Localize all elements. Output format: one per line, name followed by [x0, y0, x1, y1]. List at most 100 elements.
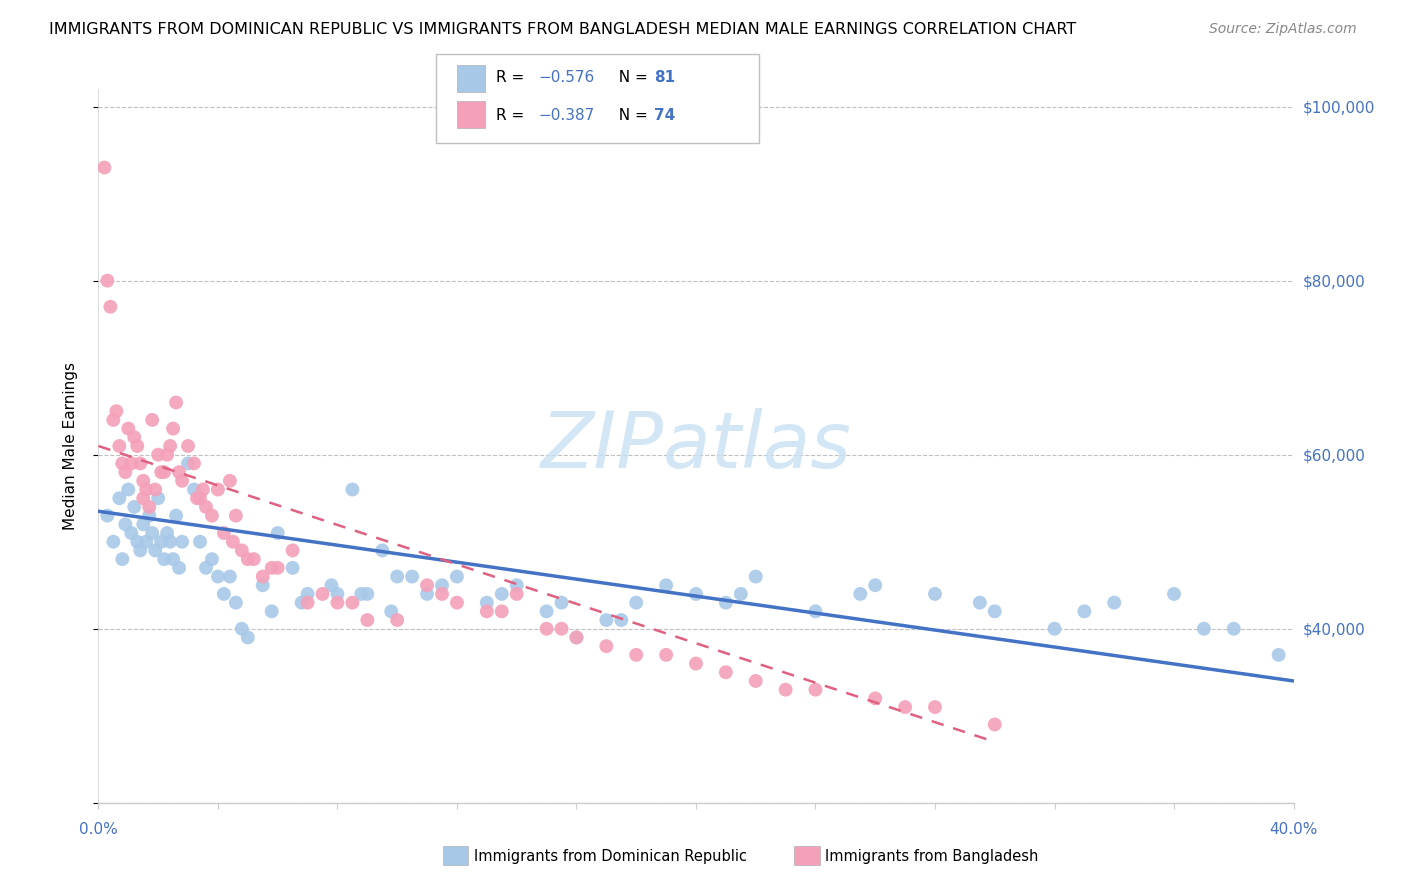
Point — [430, 587, 453, 601]
Point — [207, 483, 229, 497]
Point — [103, 413, 125, 427]
Point — [177, 439, 200, 453]
Point — [219, 569, 242, 583]
Point — [655, 578, 678, 592]
Point — [191, 483, 214, 497]
Point — [231, 543, 253, 558]
Text: 74: 74 — [654, 108, 675, 122]
Point — [236, 631, 259, 645]
Point — [491, 604, 513, 618]
Text: −0.387: −0.387 — [538, 108, 595, 122]
Point — [141, 526, 163, 541]
Text: N =: N = — [609, 108, 652, 122]
Point — [626, 596, 648, 610]
Point — [159, 439, 181, 453]
Point — [281, 561, 304, 575]
Point — [105, 404, 128, 418]
Point — [356, 613, 378, 627]
Point — [212, 587, 235, 601]
Point — [326, 596, 349, 610]
Point — [195, 561, 218, 575]
Point — [685, 657, 707, 671]
Point — [446, 569, 468, 583]
Point — [626, 648, 648, 662]
Text: −0.576: −0.576 — [538, 70, 595, 85]
Point — [162, 421, 184, 435]
Point — [124, 500, 146, 514]
Point — [475, 604, 498, 618]
Text: R =: R = — [496, 70, 530, 85]
Point — [252, 569, 274, 583]
Text: Immigrants from Bangladesh: Immigrants from Bangladesh — [825, 849, 1039, 863]
Text: 0.0%: 0.0% — [79, 822, 118, 837]
Point — [655, 648, 678, 662]
Point — [281, 543, 304, 558]
Point — [730, 587, 752, 601]
Point — [714, 596, 737, 610]
Point — [565, 631, 588, 645]
Point — [153, 552, 176, 566]
Point — [745, 673, 768, 688]
Point — [111, 552, 134, 566]
Point — [159, 534, 181, 549]
Point — [1163, 587, 1185, 601]
Point — [775, 682, 797, 697]
Point — [595, 639, 617, 653]
Point — [114, 465, 136, 479]
Point — [148, 448, 170, 462]
Point — [714, 665, 737, 680]
Point — [120, 457, 142, 471]
Point — [252, 578, 274, 592]
Point — [311, 587, 333, 601]
Point — [231, 622, 253, 636]
Point — [385, 613, 409, 627]
Point — [148, 491, 170, 506]
Point — [135, 534, 157, 549]
Point — [350, 587, 373, 601]
Point — [380, 604, 402, 618]
Point — [96, 274, 118, 288]
Point — [924, 700, 946, 714]
Point — [219, 474, 242, 488]
Point — [132, 517, 155, 532]
Point — [297, 587, 319, 601]
Point — [894, 700, 917, 714]
Y-axis label: Median Male Earnings: Median Male Earnings — [63, 362, 77, 530]
Point — [267, 561, 290, 575]
Text: 81: 81 — [654, 70, 675, 85]
Point — [297, 596, 319, 610]
Point — [1104, 596, 1126, 610]
Text: Immigrants from Dominican Republic: Immigrants from Dominican Republic — [474, 849, 747, 863]
Point — [446, 596, 468, 610]
Point — [326, 587, 349, 601]
Point — [195, 500, 218, 514]
Point — [236, 552, 259, 566]
Point — [138, 508, 160, 523]
Point — [416, 578, 439, 592]
Point — [207, 569, 229, 583]
Point — [156, 526, 179, 541]
Point — [201, 508, 224, 523]
Point — [93, 161, 115, 175]
Point — [1223, 622, 1246, 636]
Point — [865, 578, 887, 592]
Point — [595, 613, 617, 627]
Point — [321, 578, 343, 592]
Point — [804, 682, 827, 697]
Point — [222, 534, 245, 549]
Point — [1192, 622, 1215, 636]
Point — [371, 543, 394, 558]
Point — [165, 395, 187, 409]
Point — [108, 491, 131, 506]
Point — [111, 457, 134, 471]
Point — [162, 552, 184, 566]
Point — [225, 596, 247, 610]
Point — [127, 439, 149, 453]
Point — [550, 622, 572, 636]
Point — [141, 413, 163, 427]
Point — [550, 596, 572, 610]
Point — [506, 578, 529, 592]
Point — [969, 596, 991, 610]
Point — [120, 526, 142, 541]
Point — [401, 569, 423, 583]
